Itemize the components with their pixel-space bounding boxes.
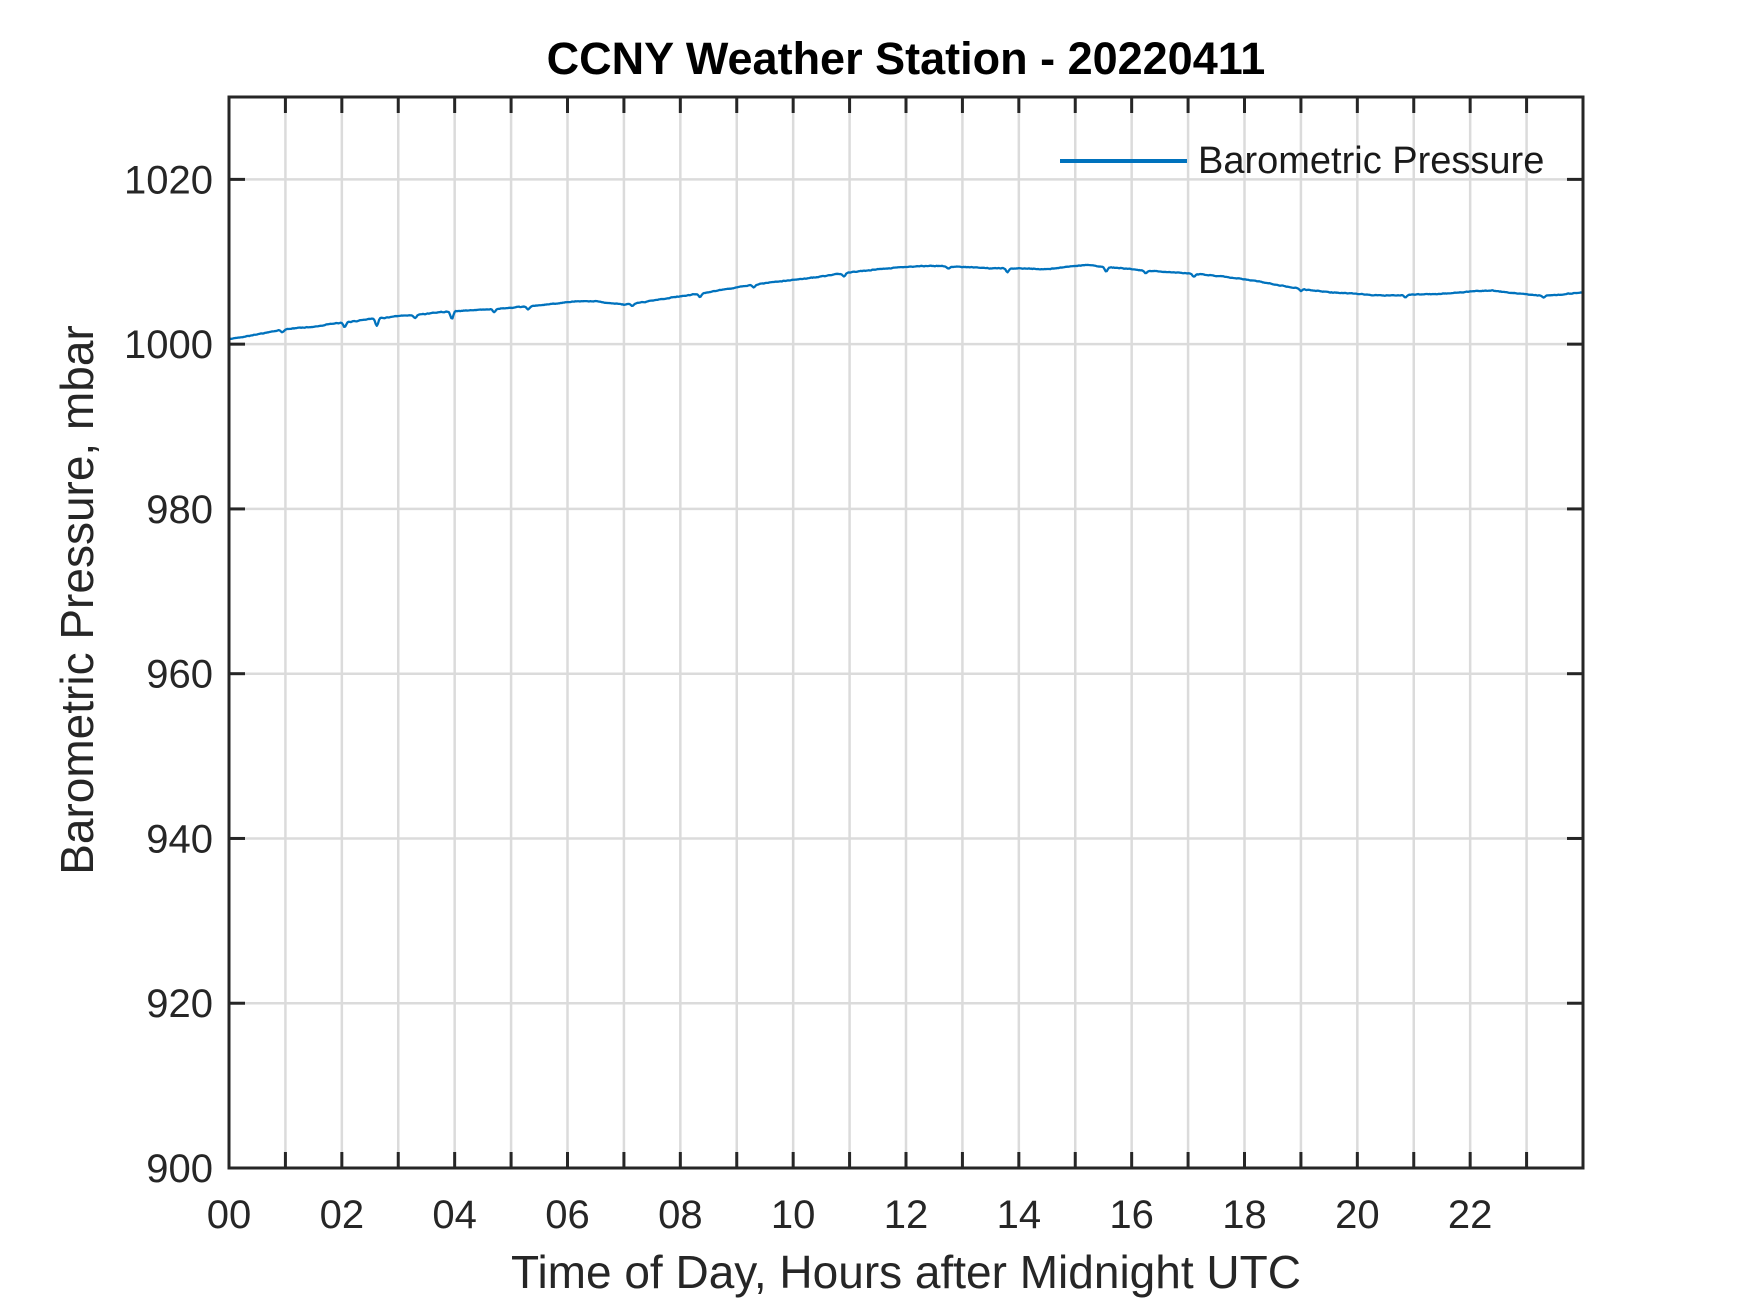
y-tick-label: 1020 (124, 158, 213, 202)
x-tick-label: 04 (432, 1193, 477, 1237)
data-series (227, 263, 1584, 341)
tick-labels: 00 02 04 06 08 10 12 14 16 18 20 22 900 920 940 960 980 1… (124, 158, 1492, 1237)
plot-box (227, 95, 1585, 1170)
x-tick-label: 12 (884, 1193, 929, 1237)
x-tick-label: 22 (1448, 1193, 1493, 1237)
x-tick-label: 02 (320, 1193, 365, 1237)
y-axis-label: Barometric Pressure, mbar (51, 325, 103, 875)
x-tick-label: 08 (658, 1193, 703, 1237)
y-tick-label: 940 (146, 817, 213, 861)
x-tick-label: 18 (1222, 1193, 1267, 1237)
y-tick-label: 920 (146, 982, 213, 1026)
y-tick-label: 960 (146, 653, 213, 697)
legend-line-sample (1060, 159, 1187, 163)
y-tick-label: 900 (146, 1147, 213, 1191)
x-tick-label: 00 (207, 1193, 252, 1237)
x-tick-label: 16 (1109, 1193, 1154, 1237)
grid-lines (229, 97, 1583, 1168)
legend: Barometric Pressure (1060, 139, 1544, 183)
pressure-line (227, 263, 1584, 341)
y-tick-label: 1000 (124, 323, 213, 367)
x-tick-label: 20 (1335, 1193, 1380, 1237)
x-axis-label: Time of Day, Hours after Midnight UTC (511, 1246, 1301, 1298)
axis-ticks (227, 97, 1585, 1170)
x-tick-label: 10 (771, 1193, 816, 1237)
y-tick-label: 980 (146, 488, 213, 532)
x-tick-label: 06 (545, 1193, 590, 1237)
x-tick-label: 14 (997, 1193, 1042, 1237)
legend-label: Barometric Pressure (1198, 140, 1545, 182)
chart-title: CCNY Weather Station - 20220411 (546, 33, 1266, 84)
